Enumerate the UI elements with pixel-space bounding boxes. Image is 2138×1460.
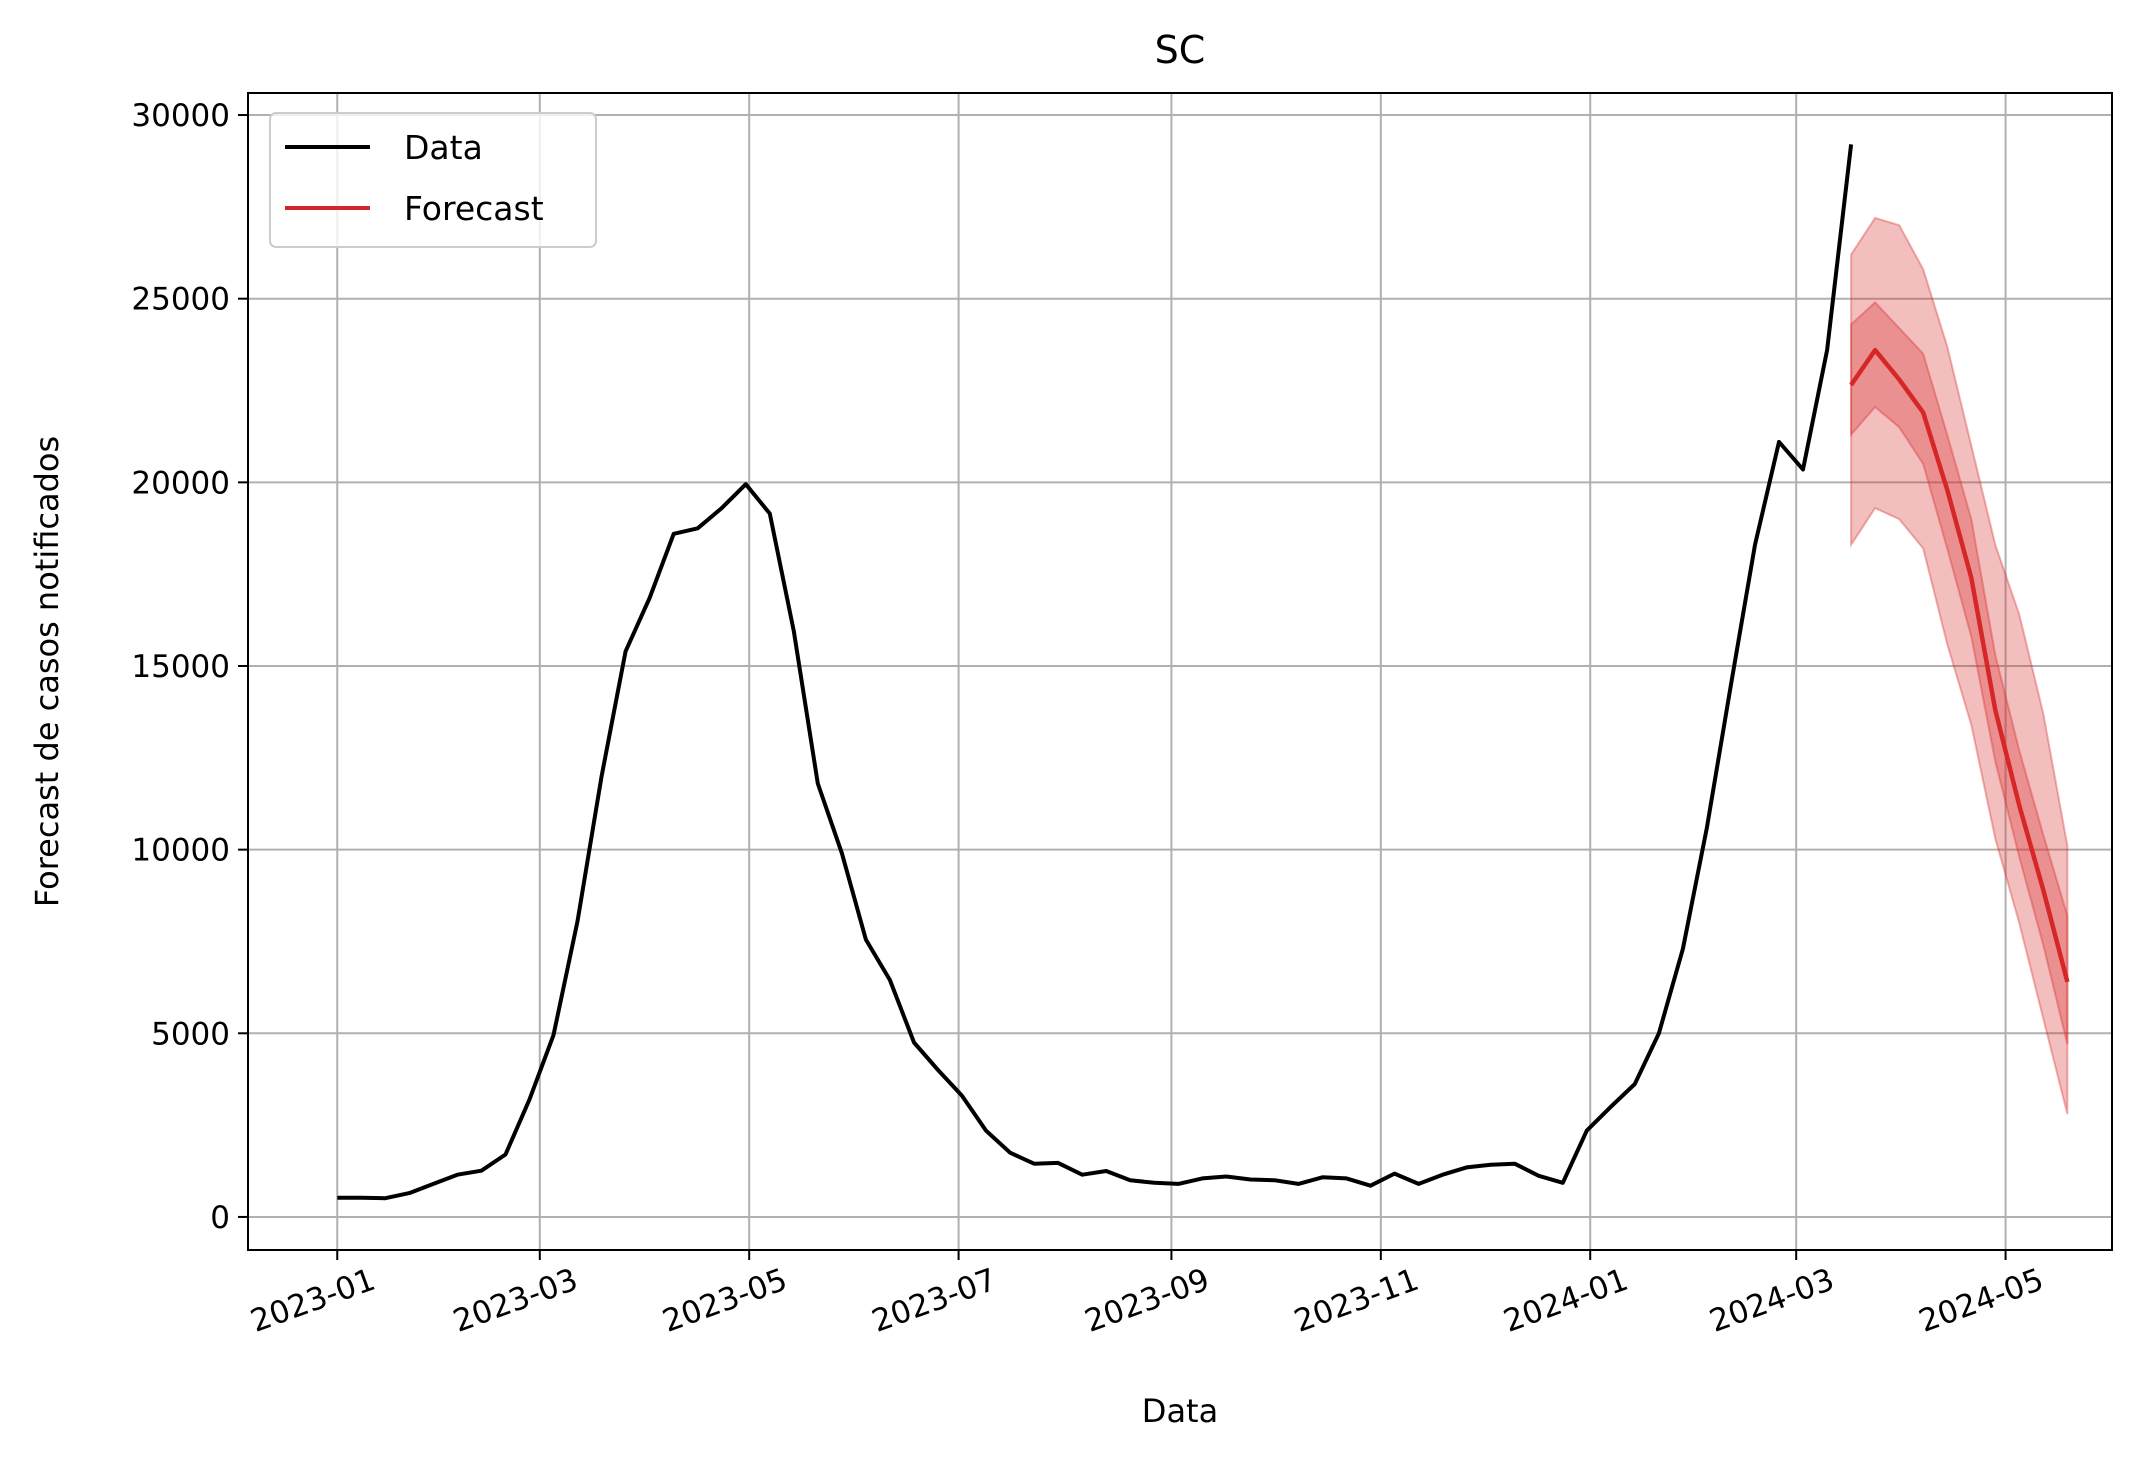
y-tick-label: 5000 [151,1016,230,1052]
grid-lines [248,93,2112,1250]
y-tick-label: 10000 [131,833,230,869]
y-axis: 0 5000 10000 15000 20000 25000 30000 [131,98,248,1236]
series-line-data [337,144,1854,1201]
legend-label-forecast: Forecast [404,189,544,228]
forecast-inner-interval [1850,300,2069,1045]
forecast-intervals [1850,216,2069,1115]
y-tick-label: 20000 [131,465,230,501]
series-line-forecast [1849,347,2070,983]
y-axis-label: Forecast de casos notificados [28,436,66,907]
plot-frame [247,92,2113,1251]
x-axis-label: Data [1142,1392,1218,1430]
legend: Data Forecast [269,112,597,248]
y-tick-label: 15000 [131,649,230,685]
y-tick-label: 25000 [131,282,230,318]
legend-label-data: Data [404,128,483,167]
chart-title: SC [1155,28,1206,72]
forecast-outer-interval [1850,216,2069,1115]
series-lines [337,144,2070,1201]
y-tick-label: 0 [210,1200,230,1236]
y-tick-label: 30000 [131,98,230,134]
